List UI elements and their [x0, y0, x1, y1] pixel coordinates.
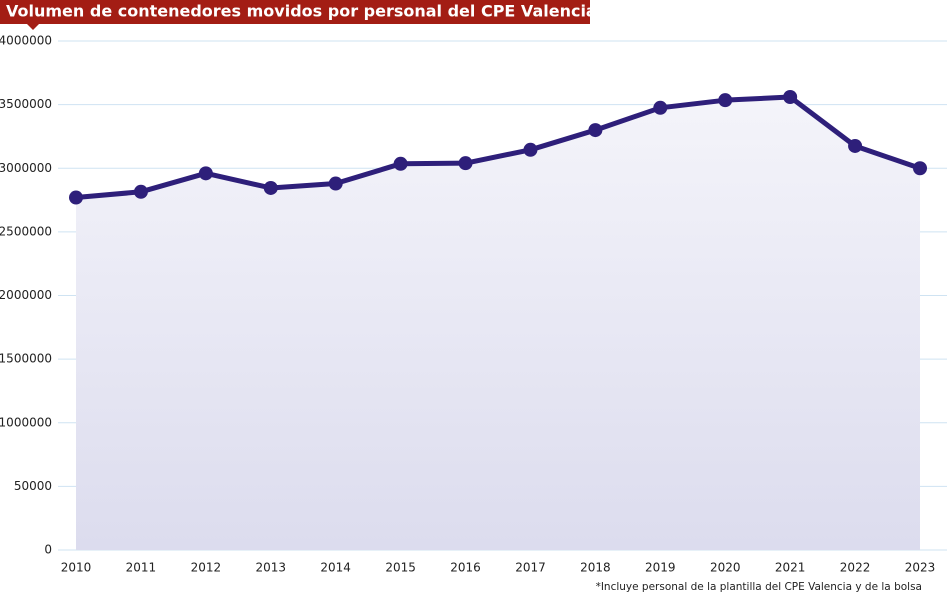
point [718, 93, 733, 108]
x-tick-label: 2023 [905, 561, 936, 575]
title-banner [0, 0, 590, 24]
y-tick-label: 3000000 [0, 161, 52, 175]
point [328, 176, 343, 191]
y-tick-label: 0 [44, 543, 52, 557]
point [588, 123, 603, 138]
x-tick-label: 2013 [255, 561, 286, 575]
point [783, 89, 798, 104]
point [133, 184, 148, 199]
point [913, 161, 927, 176]
y-tick-label: 3500000 [0, 97, 52, 111]
x-tick-label: 2018 [580, 561, 611, 575]
y-tick-label: 2500000 [0, 224, 52, 238]
point [458, 156, 473, 171]
footnote: *Incluye personal de la plantilla del CP… [596, 581, 922, 593]
chart-title: Volumen de contenedores movidos por pers… [6, 2, 675, 21]
x-tick-label: 2010 [61, 561, 92, 575]
y-tick-label: 50000 [14, 479, 52, 493]
area [76, 96, 920, 551]
point [198, 166, 213, 181]
point [263, 180, 278, 195]
x-tick-label: 2017 [515, 561, 546, 575]
x-tick-label: 2020 [710, 561, 741, 575]
x-tick-label: 2016 [450, 561, 481, 575]
y-tick-label: 2000000 [0, 288, 52, 302]
line [75, 94, 921, 201]
x-tick-label: 2019 [645, 561, 676, 575]
point [523, 142, 538, 157]
x-tick-label: 2021 [775, 561, 806, 575]
x-tick-label: 2014 [320, 561, 351, 575]
x-tick-label: 2022 [840, 561, 871, 575]
point [653, 100, 668, 115]
x-tick-label: 2012 [191, 561, 222, 575]
point [393, 156, 408, 171]
point [848, 138, 863, 153]
x-tick-label: 2011 [126, 561, 157, 575]
y-tick-label: 1500000 [0, 352, 52, 366]
banner-pointer [27, 24, 39, 30]
y-tick-label: 4000000 [0, 34, 52, 48]
x-tick-label: 2015 [385, 561, 416, 575]
y-tick-label: 1000000 [0, 415, 52, 429]
point [69, 190, 83, 205]
